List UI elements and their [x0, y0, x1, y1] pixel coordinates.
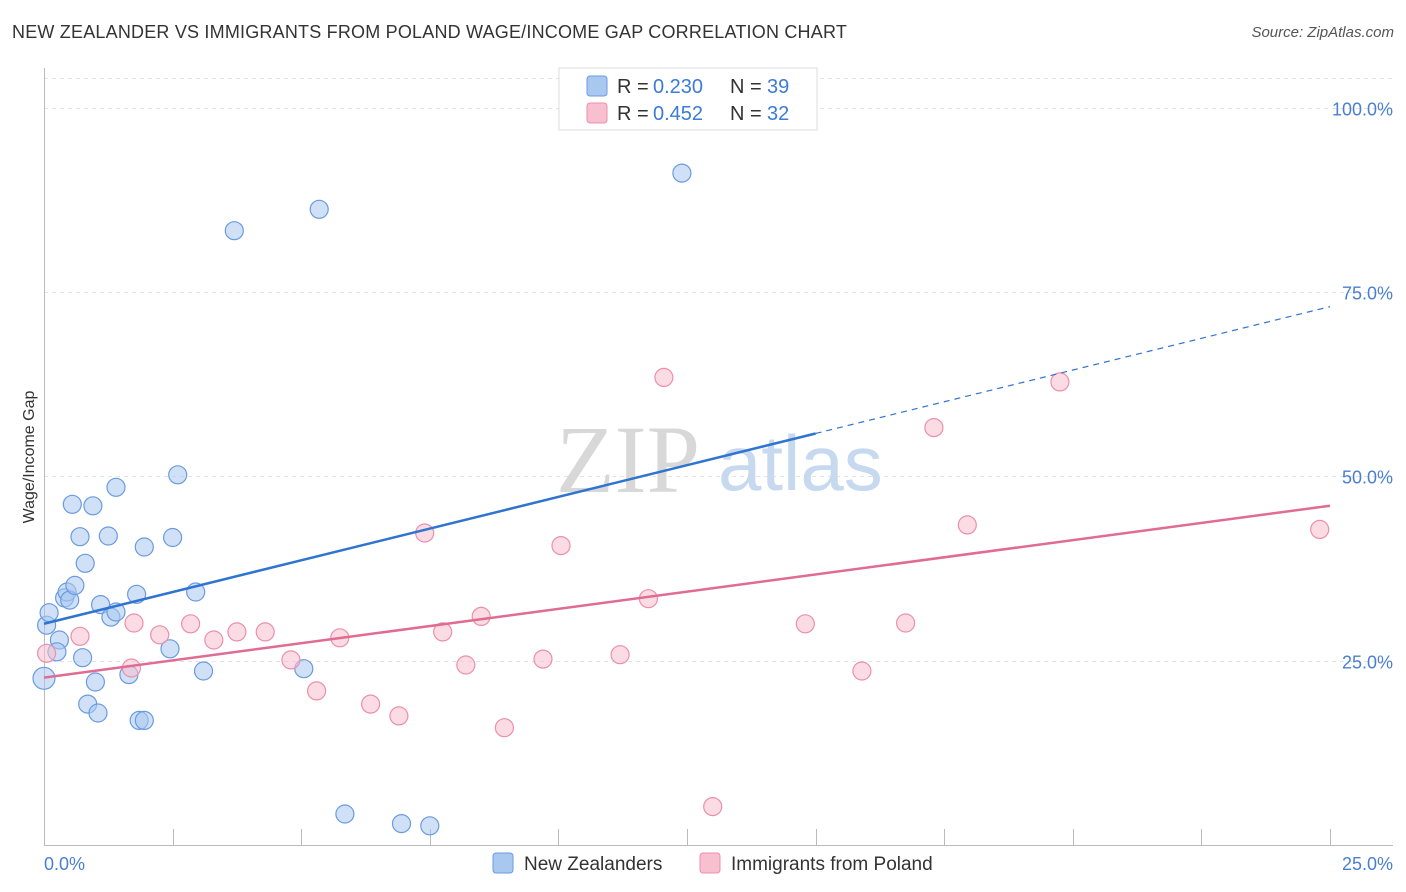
point-new-zealanders — [32, 666, 56, 690]
point-new-zealanders — [160, 639, 180, 659]
point-new-zealanders — [83, 496, 103, 516]
point-new-zealanders — [134, 537, 154, 557]
point-new-zealanders — [420, 816, 440, 836]
point-new-zealanders — [335, 804, 355, 824]
point-immigrants-poland — [433, 622, 453, 642]
watermark: ZIP atlas — [556, 406, 883, 513]
point-new-zealanders — [75, 553, 95, 573]
legend-n-value-1: 39 — [767, 76, 789, 98]
point-new-zealanders — [70, 527, 90, 547]
y-tick-label: 100.0% — [1332, 100, 1393, 120]
point-immigrants-poland — [227, 622, 247, 642]
point-immigrants-poland — [36, 643, 57, 663]
point-immigrants-poland — [361, 694, 381, 714]
legend-r-label-2: R = — [617, 103, 649, 125]
series-legend: New Zealanders Immigrants from Poland — [492, 852, 933, 875]
point-immigrants-poland — [551, 535, 571, 556]
point-immigrants-poland — [415, 523, 435, 543]
legend-n-label-2: N = — [730, 103, 762, 125]
point-immigrants-poland — [124, 613, 144, 633]
point-immigrants-poland — [307, 681, 327, 701]
y-tick-labels: 25.0% 50.0% 75.0% 100.0% — [1332, 100, 1393, 673]
point-immigrants-poland — [895, 613, 916, 633]
point-new-zealanders — [163, 527, 183, 548]
point-immigrants-poland — [654, 367, 674, 387]
series-legend-swatch-pink — [699, 852, 721, 874]
point-immigrants-poland — [181, 614, 201, 634]
legend-swatch-pink — [586, 102, 608, 124]
stats-legend: R = 0.230 N = 39 R = 0.452 N = 32 — [558, 67, 818, 131]
point-immigrants-poland — [795, 614, 815, 634]
point-new-zealanders — [224, 221, 244, 241]
series-legend-swatch-blue — [492, 852, 514, 874]
watermark-zip: ZIP — [556, 406, 700, 513]
legend-r-value-2: 0.452 — [653, 103, 703, 125]
point-new-zealanders — [72, 648, 93, 668]
series-legend-label-1: New Zealanders — [524, 854, 662, 875]
point-immigrants-poland — [389, 706, 409, 726]
data-points — [32, 163, 1330, 836]
point-new-zealanders — [85, 672, 106, 692]
point-immigrants-poland — [70, 626, 90, 646]
y-tick-label: 75.0% — [1342, 284, 1393, 304]
point-immigrants-poland — [533, 649, 553, 669]
point-new-zealanders — [62, 494, 82, 514]
x-tick-label-max: 25.0% — [1342, 854, 1393, 874]
point-new-zealanders — [134, 710, 154, 731]
y-tick-label: 50.0% — [1342, 468, 1393, 488]
point-immigrants-poland — [703, 796, 723, 817]
point-new-zealanders — [65, 575, 85, 596]
series-legend-label-2: Immigrants from Poland — [731, 854, 933, 875]
trend-line-new-zealanders-extension — [815, 306, 1331, 435]
x-tick-label-min: 0.0% — [44, 854, 85, 874]
legend-r-value-1: 0.230 — [653, 76, 703, 98]
legend-n-label-1: N = — [730, 76, 762, 98]
point-immigrants-poland — [281, 650, 301, 670]
trend-line-immigrants-poland — [43, 504, 1331, 679]
y-axis-label: Wage/Income Gap — [21, 391, 38, 524]
point-immigrants-poland — [852, 661, 872, 681]
point-immigrants-poland — [1050, 372, 1070, 392]
point-new-zealanders — [39, 603, 59, 623]
point-immigrants-poland — [957, 515, 977, 535]
point-immigrants-poland — [924, 418, 944, 438]
x-ticks — [44, 829, 1331, 845]
y-tick-label: 25.0% — [1342, 653, 1393, 673]
point-new-zealanders — [88, 703, 108, 723]
point-immigrants-poland — [150, 625, 170, 645]
trend-lines — [43, 306, 1331, 679]
point-immigrants-poland — [1310, 519, 1330, 540]
point-immigrants-poland — [610, 645, 630, 665]
point-new-zealanders — [168, 465, 188, 485]
point-immigrants-poland — [471, 606, 491, 627]
point-immigrants-poland — [494, 718, 514, 738]
legend-swatch-blue — [586, 75, 608, 97]
point-immigrants-poland — [255, 622, 275, 642]
point-new-zealanders — [193, 661, 214, 681]
point-new-zealanders — [98, 526, 118, 546]
point-new-zealanders — [672, 163, 692, 183]
point-new-zealanders — [106, 477, 126, 497]
point-immigrants-poland — [204, 630, 224, 650]
point-immigrants-poland — [456, 655, 476, 675]
point-new-zealanders — [309, 199, 329, 219]
legend-n-value-2: 32 — [767, 103, 789, 125]
trend-line-new-zealanders — [43, 432, 816, 625]
point-new-zealanders — [391, 813, 412, 834]
legend-r-label-1: R = — [617, 76, 649, 98]
chart-title: NEW ZEALANDER VS IMMIGRANTS FROM POLAND … — [12, 22, 848, 42]
source-label: Source: ZipAtlas.com — [1251, 24, 1394, 41]
watermark-atlas: atlas — [718, 419, 883, 507]
